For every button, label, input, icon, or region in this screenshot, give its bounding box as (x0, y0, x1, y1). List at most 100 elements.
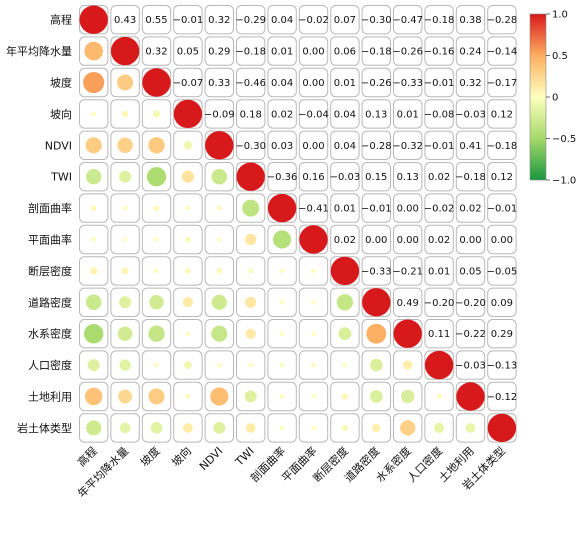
correlation-value: 0.49 (397, 298, 419, 309)
row-label: 断层密度 (28, 264, 72, 278)
correlation-value: −0.36 (267, 172, 298, 183)
colorbar: 1.0 0.5 0 −0.5 −1.0 (529, 10, 576, 187)
matrix-cell (173, 67, 203, 98)
correlation-value: −0.09 (204, 109, 235, 120)
correlation-circle (205, 131, 234, 160)
matrix-cell (393, 256, 423, 286)
correlation-circle (210, 387, 229, 406)
correlation-circle (117, 137, 133, 153)
correlation-value: 0.12 (491, 109, 513, 120)
matrix-cell (424, 67, 454, 98)
correlation-value: −0.28 (361, 141, 392, 152)
correlation-circle (183, 141, 193, 150)
column-label: 坡度 (137, 444, 162, 469)
correlation-circle (217, 237, 222, 242)
correlation-circle (401, 389, 415, 404)
matrix-cell (361, 99, 392, 129)
matrix-cell (330, 5, 360, 35)
correlation-circle (279, 268, 285, 274)
correlation-circle (86, 420, 102, 436)
row-label: 坡向 (50, 107, 72, 121)
correlation-circle (182, 297, 194, 308)
correlation-circle (85, 137, 102, 154)
row-label: 人口密度 (28, 358, 72, 372)
correlation-circle (148, 388, 165, 405)
correlation-value: 0.00 (491, 235, 513, 246)
correlation-circle (311, 268, 316, 274)
correlation-circle (211, 325, 228, 342)
correlation-value: −0.01 (487, 204, 518, 215)
row-label: 岩土体类型 (17, 421, 72, 435)
matrix-cell (330, 162, 360, 192)
matrix-cell (267, 67, 297, 98)
matrix-cell (455, 224, 486, 255)
matrix-cell (424, 256, 454, 286)
correlation-value: −0.20 (424, 298, 455, 309)
correlation-circle (121, 267, 129, 275)
correlation-value: −0.03 (455, 109, 486, 120)
correlation-value: 0.04 (334, 109, 356, 120)
correlation-circle (122, 237, 128, 242)
correlation-value: 0.11 (428, 329, 450, 340)
correlation-value: 0.09 (491, 298, 513, 309)
correlation-value: 0.00 (302, 141, 324, 152)
matrix-cell (393, 287, 423, 318)
matrix-cell (361, 224, 392, 255)
correlation-circle (279, 425, 285, 431)
correlation-circle (217, 362, 222, 368)
matrix-cell (267, 36, 297, 66)
correlation-circle (400, 420, 416, 436)
correlation-value: 0.29 (491, 329, 513, 340)
matrix-cell (361, 162, 392, 192)
correlation-circle (330, 256, 360, 286)
colorbar-gradient (530, 14, 546, 180)
matrix-cell (424, 224, 454, 255)
correlation-circle (267, 193, 297, 223)
correlation-circle (245, 328, 256, 339)
correlation-value: 0.04 (271, 78, 293, 89)
column-label: TWI (232, 445, 257, 470)
correlation-circle (245, 296, 257, 308)
correlation-value: −0.26 (392, 47, 423, 58)
matrix-cell (455, 256, 486, 286)
correlation-circle (362, 288, 391, 317)
correlation-circle (122, 205, 128, 211)
correlation-value: −0.21 (392, 266, 423, 277)
correlation-value: 0.16 (302, 172, 324, 183)
correlation-circle (91, 237, 96, 242)
matrix-cell (393, 224, 423, 255)
matrix-cell (487, 381, 517, 412)
matrix-cell (236, 36, 266, 66)
correlation-value: 0.04 (271, 15, 293, 26)
correlation-value: −0.18 (455, 172, 486, 183)
matrix-cell (204, 36, 235, 66)
matrix-cell (361, 67, 392, 98)
matrix-cell (204, 5, 235, 35)
correlation-value: 0.38 (459, 15, 481, 26)
correlation-value: 0.02 (428, 235, 450, 246)
matrix-cell (393, 130, 423, 161)
correlation-value: 0.00 (459, 235, 481, 246)
matrix-cell (236, 5, 266, 35)
correlation-value: 0.00 (365, 235, 387, 246)
correlation-circle (152, 110, 161, 118)
row-label: 平面曲率 (28, 233, 72, 247)
correlation-value: 0.00 (397, 204, 419, 215)
correlation-value: 0.02 (428, 172, 450, 183)
correlation-value: −0.30 (361, 15, 392, 26)
correlation-circle (465, 422, 476, 433)
correlation-value: 0.05 (459, 266, 481, 277)
correlation-value: 0.01 (397, 109, 419, 120)
matrix-cell (267, 130, 297, 161)
row-label: 年平均降水量 (6, 44, 72, 58)
colorbar-tick-label: 0 (552, 93, 558, 104)
correlation-circle (433, 422, 445, 434)
correlation-value: 0.13 (397, 172, 419, 183)
matrix-cell (204, 99, 235, 129)
matrix-cell (298, 36, 329, 66)
correlation-value: 0.13 (365, 109, 387, 120)
matrix-cell (455, 162, 486, 192)
correlation-circle (424, 350, 454, 380)
